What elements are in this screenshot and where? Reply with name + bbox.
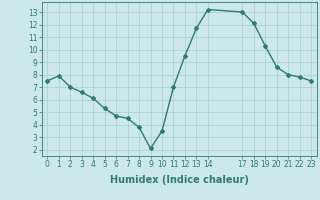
X-axis label: Humidex (Indice chaleur): Humidex (Indice chaleur) bbox=[110, 175, 249, 185]
